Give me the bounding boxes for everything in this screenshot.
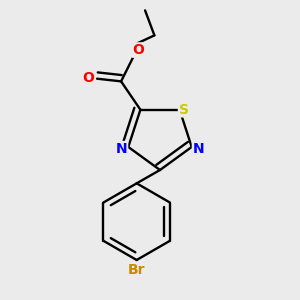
Text: S: S	[178, 103, 189, 117]
Text: N: N	[193, 142, 204, 156]
Text: Br: Br	[128, 263, 146, 277]
Text: N: N	[116, 142, 127, 156]
Text: O: O	[82, 71, 94, 85]
Text: O: O	[133, 43, 144, 57]
